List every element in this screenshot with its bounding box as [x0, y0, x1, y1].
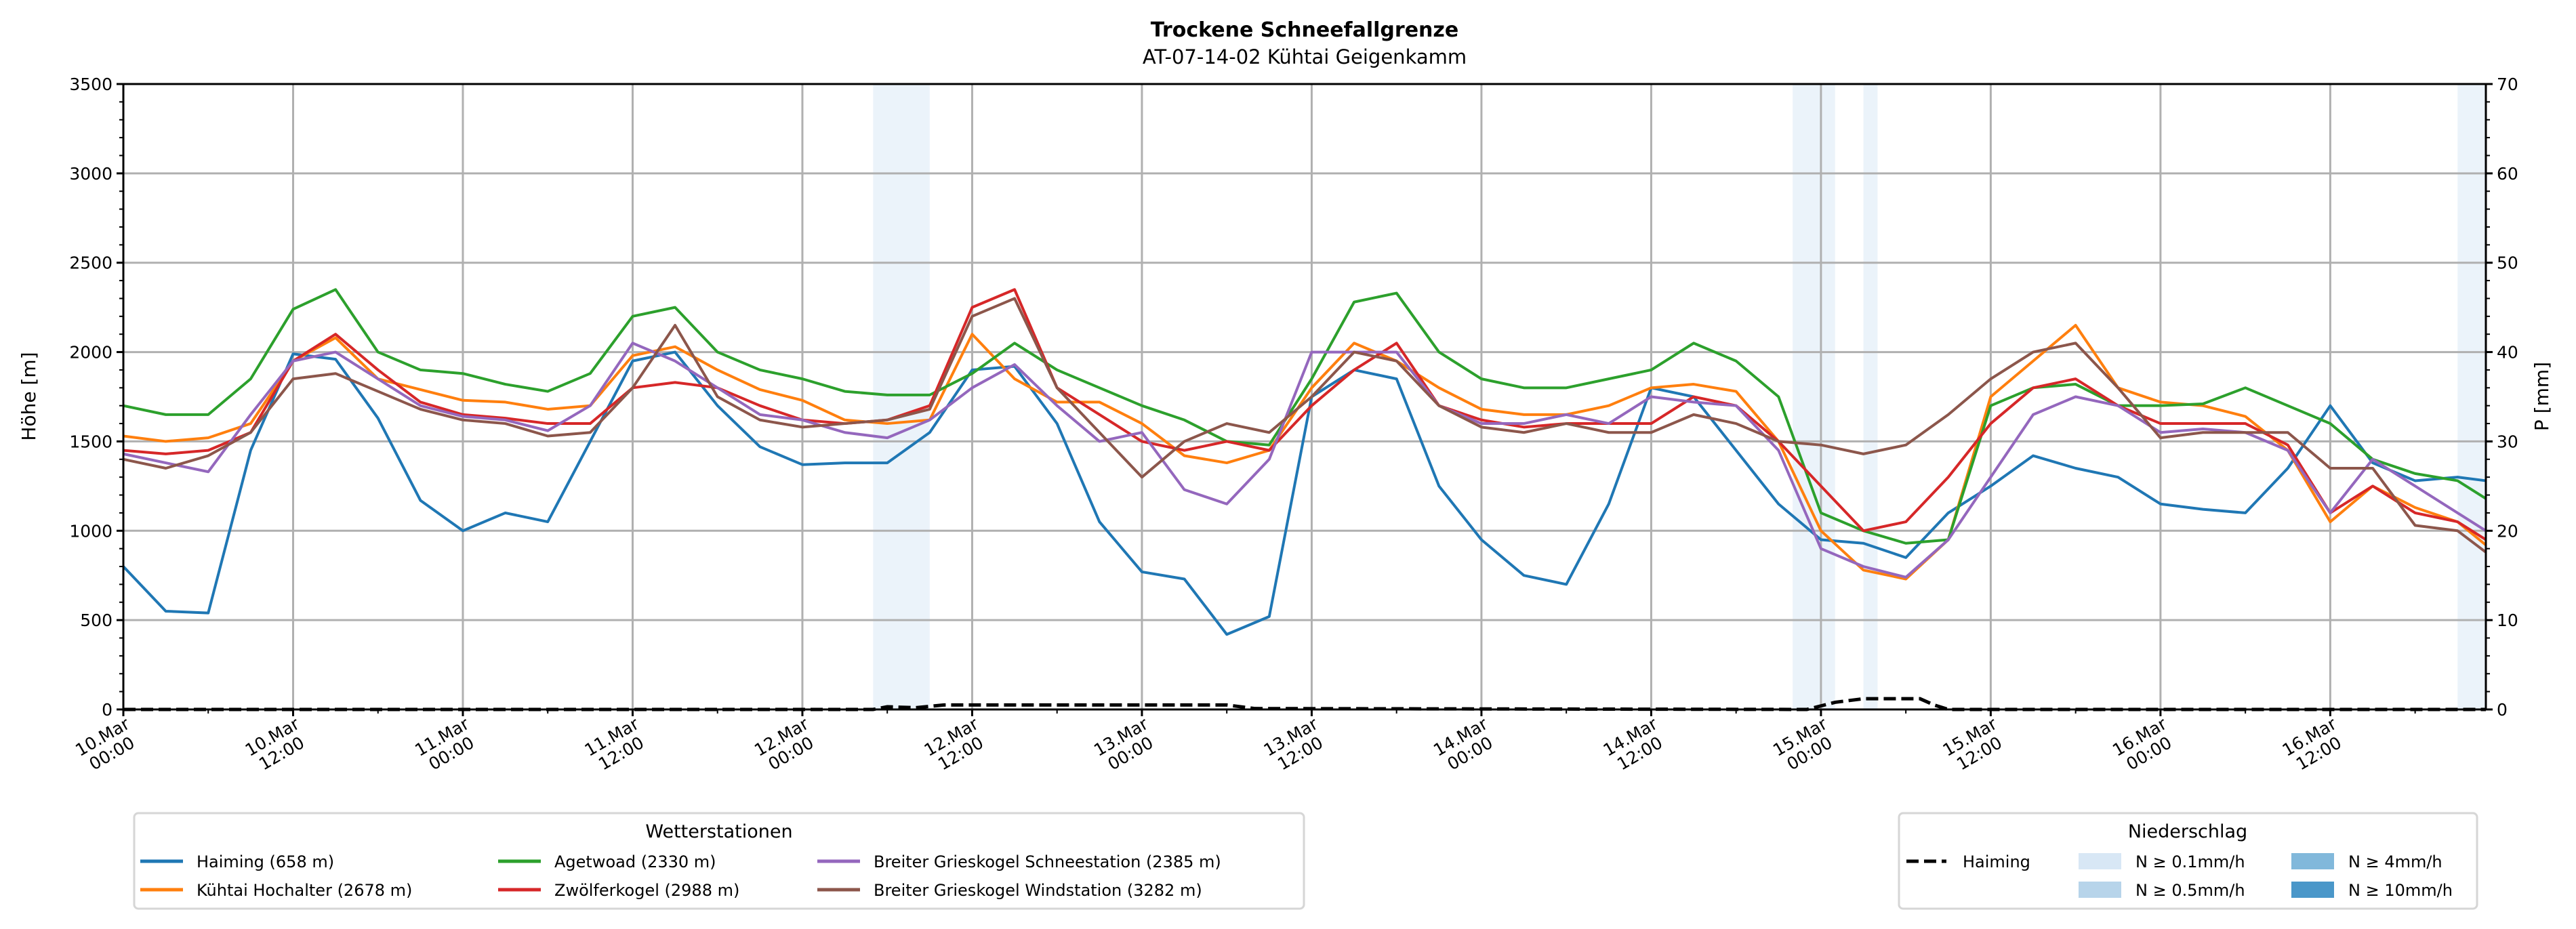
precip-legend: Niederschlag Haiming N ≥ 0.1mm/h N ≥ 0.5m… — [1898, 812, 2478, 910]
y-tick-label: 0 — [102, 700, 113, 720]
legend-label: Zwölferkogel (2988 m) — [554, 881, 739, 900]
y2-tick-label: 20 — [2497, 521, 2518, 541]
y2-tick-label: 0 — [2497, 700, 2508, 720]
precip-bands — [873, 84, 2486, 709]
legend-patch — [2291, 853, 2334, 869]
precip-band — [1793, 84, 1835, 709]
y-tick-label: 2500 — [69, 253, 113, 273]
stations-legend: Wetterstationen Haiming (658 m) Kühtai Ho… — [133, 812, 1305, 910]
legend-patch — [2079, 853, 2121, 869]
chart-title: Trockene Schneefallgrenze — [1151, 18, 1458, 42]
legend-label: Breiter Grieskogel Windstation (3282 m) — [874, 881, 1202, 900]
series-lines — [122, 288, 2487, 711]
y-tick-label: 2000 — [69, 343, 113, 363]
legend-label: N ≥ 10mm/h — [2348, 881, 2453, 900]
series-line — [123, 297, 2487, 554]
series-line — [123, 288, 2487, 545]
y-axis-label: Höhe [m] — [18, 352, 40, 440]
series-line — [123, 342, 2487, 579]
series-line — [123, 288, 2487, 541]
plot-frame — [122, 83, 2487, 711]
legend-label: N ≥ 4mm/h — [2348, 852, 2442, 871]
y2-tick-label: 60 — [2497, 164, 2518, 184]
y-tick-label: 1500 — [69, 432, 113, 451]
y-tick-label: 1000 — [69, 521, 113, 541]
legend-patch — [2079, 882, 2121, 898]
y2-tick-label: 70 — [2497, 75, 2518, 94]
y2-axis-label: P [mm] — [2531, 362, 2553, 431]
legend-title: Niederschlag — [2128, 821, 2247, 842]
y2-tick-label: 10 — [2497, 611, 2518, 630]
precip-band — [1863, 84, 1878, 709]
precip-line-haiming — [123, 697, 2486, 711]
legend-frame — [133, 812, 1305, 910]
legend-title: Wetterstationen — [645, 821, 792, 842]
y2-tick-label: 40 — [2497, 343, 2518, 363]
y-tick-label: 500 — [80, 611, 113, 630]
y2-tick-label: 30 — [2497, 432, 2518, 451]
legend-label: Haiming (658 m) — [197, 852, 334, 871]
chart-subtitle: AT-07-14-02 Kühtai Geigenkamm — [1143, 45, 1467, 68]
legend-label: Haiming — [1963, 852, 2030, 871]
legend-label: Agetwoad (2330 m) — [554, 852, 716, 871]
precip-band — [873, 84, 930, 709]
precip-band — [2457, 84, 2486, 709]
legend-label: N ≥ 0.1mm/h — [2135, 852, 2245, 871]
y-tick-label: 3000 — [69, 164, 113, 184]
legend-patch — [2291, 882, 2334, 898]
legend-label: Breiter Grieskogel Schneestation (2385 m… — [874, 852, 1221, 871]
y2-tick-label: 50 — [2497, 253, 2518, 273]
legend-label: Kühtai Hochalter (2678 m) — [197, 881, 412, 900]
series-line — [123, 324, 2487, 581]
legend-label: N ≥ 0.5mm/h — [2135, 881, 2245, 900]
y-tick-label: 3500 — [69, 75, 113, 94]
